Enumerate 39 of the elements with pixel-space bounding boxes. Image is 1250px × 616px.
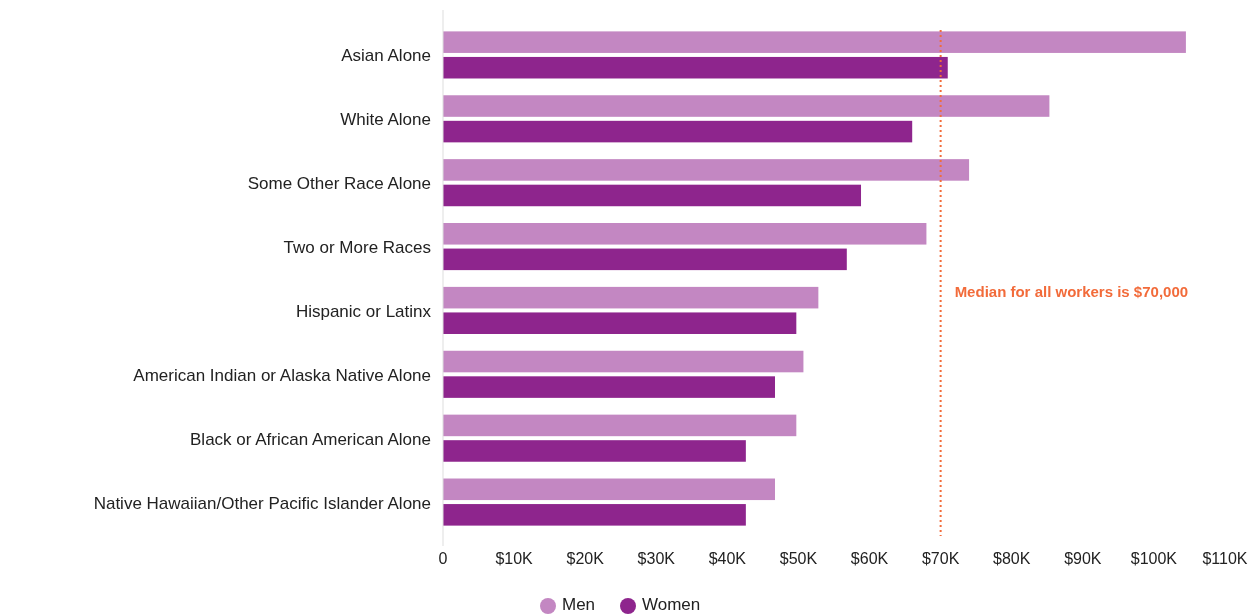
legend-label: Women [642, 595, 701, 615]
legend-label: Men [562, 595, 596, 615]
y-tick-label: Black or African American Alone [190, 429, 431, 449]
x-tick-label: $80K [993, 550, 1031, 567]
x-tick-label: $50K [779, 550, 818, 567]
x-tick-label: $100K [1130, 550, 1178, 567]
bar [443, 312, 797, 334]
y-tick-label: Two or More Races [283, 238, 431, 258]
bar [443, 56, 948, 79]
x-tick-label: $110K [1202, 550, 1248, 567]
bar [443, 286, 819, 309]
x-tick-label: $10K [495, 550, 534, 567]
y-tick-label: Some Other Race Alone [247, 174, 431, 194]
bar [443, 414, 797, 437]
bar [443, 248, 847, 271]
x-tick-label: $20K [566, 550, 605, 567]
x-tick-label: $60K [850, 550, 889, 567]
bar [443, 478, 775, 501]
bar [443, 31, 1186, 53]
bar [443, 376, 775, 398]
bar [443, 223, 927, 245]
y-tick-label: American Indian or Alaska Native Alone [133, 365, 431, 385]
bar [443, 159, 970, 181]
y-tick-label: White Alone [340, 110, 431, 130]
bar [443, 120, 913, 143]
bar [443, 350, 804, 373]
bar [443, 95, 1050, 117]
x-tick-label: 0 [438, 550, 448, 567]
bar [443, 440, 746, 462]
bar [443, 184, 862, 207]
x-tick-label: $30K [637, 550, 676, 567]
y-tick-label: Native Hawaiian/Other Pacific Islander Alone [93, 493, 431, 513]
x-tick-label: $90K [1064, 550, 1102, 567]
bar [443, 504, 746, 526]
ref-line-label: Median for all workers is $70,000 [954, 283, 1189, 300]
y-tick-label: Asian Alone [341, 46, 431, 66]
x-tick-label: $40K [708, 550, 747, 567]
x-tick-label: $70K [921, 550, 960, 567]
y-tick-label: Hispanic or Latinx [295, 301, 432, 321]
